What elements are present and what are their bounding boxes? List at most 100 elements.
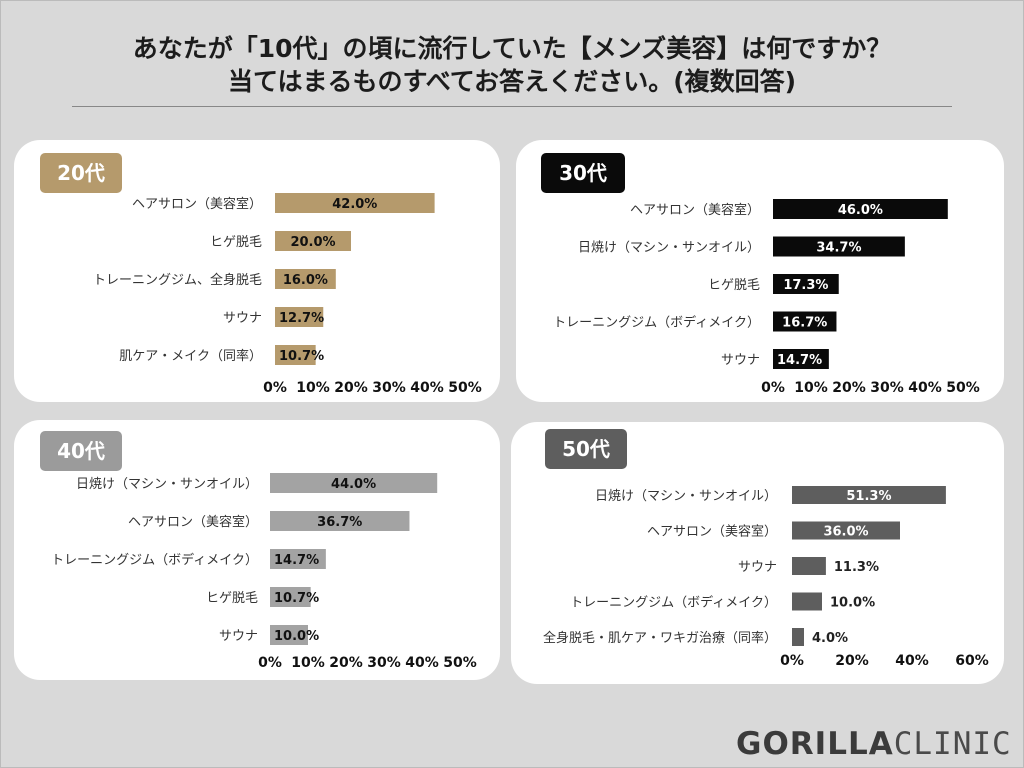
bar-40s bbox=[270, 511, 410, 531]
x-tick-label: 10% bbox=[296, 380, 330, 396]
bar-20s bbox=[275, 269, 336, 289]
category-label: トレーニングジム（ボディメイク） bbox=[570, 595, 777, 611]
bar-30s bbox=[773, 199, 948, 219]
bar-30s bbox=[773, 274, 839, 294]
bar-30s bbox=[773, 311, 837, 332]
bar-40s bbox=[270, 473, 438, 493]
x-tick-label: 40% bbox=[908, 380, 942, 396]
bar-20s bbox=[275, 307, 324, 327]
bar-chart-20s: ヘアサロン（美容室） 42.0% ヒゲ脱毛 20.0% トレーニングジム、全身脱毛 16.… bbox=[93, 193, 482, 396]
category-label: 日焼け（マシン・サンオイル） bbox=[76, 477, 258, 492]
value-label: 14.7% bbox=[777, 353, 822, 368]
x-tick-label: 30% bbox=[870, 380, 904, 396]
x-tick-label: 0% bbox=[780, 653, 804, 669]
chart-badge-30s: 30代 bbox=[541, 153, 625, 193]
x-tick-label: 0% bbox=[263, 380, 287, 396]
bar-chart-50s: 日焼け（マシン・サンオイル） 51.3% ヘアサロン（美容室） 36.0% サウナ 11.… bbox=[543, 486, 989, 669]
survey-title-line1: あなたが「10代」の頃に流行していた【メンズ美容】は何ですか？ bbox=[132, 34, 892, 63]
value-label: 10.0% bbox=[830, 596, 875, 611]
category-label: ヒゲ脱毛 bbox=[206, 591, 258, 606]
chart-badge-40s: 40代 bbox=[40, 431, 122, 471]
category-label: サウナ bbox=[219, 629, 258, 644]
gorilla-clinic-logo: GORILLACLINIC bbox=[736, 726, 1012, 762]
survey-title: あなたが「10代」の頃に流行していた【メンズ美容】は何ですか？ 当てはまるものす… bbox=[0, 32, 1024, 98]
x-tick-label: 10% bbox=[291, 655, 325, 671]
bar-20s bbox=[275, 231, 351, 251]
x-tick-label: 0% bbox=[258, 655, 282, 671]
category-label: サウナ bbox=[223, 311, 262, 326]
category-label: サウナ bbox=[721, 353, 760, 368]
value-label: 16.7% bbox=[782, 316, 827, 331]
bar-50s bbox=[792, 557, 826, 575]
value-label: 42.0% bbox=[332, 197, 377, 212]
bar-40s bbox=[270, 625, 308, 645]
bar-chart-30s: ヘアサロン（美容室） 46.0% 日焼け（マシン・サンオイル） 34.7% ヒゲ脱毛 17… bbox=[553, 199, 980, 396]
value-label: 20.0% bbox=[290, 235, 335, 250]
value-label: 36.7% bbox=[317, 515, 362, 530]
x-tick-label: 30% bbox=[367, 655, 401, 671]
chart-card-30s: 30代 ヘアサロン（美容室） 46.0% 日焼け（マシン・サンオイル） 34.7% ヒゲ… bbox=[516, 140, 1004, 402]
x-tick-label: 40% bbox=[410, 380, 444, 396]
category-label: ヘアサロン（美容室） bbox=[128, 514, 258, 530]
value-label: 17.3% bbox=[783, 278, 828, 293]
category-label: 日焼け（マシン・サンオイル） bbox=[595, 489, 777, 504]
value-label: 34.7% bbox=[816, 241, 861, 256]
logo-text-bold: GORILLA bbox=[736, 726, 894, 762]
category-label: ヘアサロン（美容室） bbox=[132, 196, 262, 212]
value-label: 14.7% bbox=[274, 553, 319, 568]
chart-badge-20s: 20代 bbox=[40, 153, 122, 193]
bar-40s bbox=[270, 587, 311, 607]
category-label: ヘアサロン（美容室） bbox=[630, 202, 760, 218]
title-divider bbox=[72, 106, 952, 107]
value-label: 10.7% bbox=[279, 349, 324, 364]
bar-20s bbox=[275, 193, 435, 213]
x-tick-label: 0% bbox=[761, 380, 785, 396]
category-label: トレーニングジム、全身脱毛 bbox=[93, 272, 262, 288]
value-label: 12.7% bbox=[279, 311, 324, 326]
category-label: 日焼け（マシン・サンオイル） bbox=[578, 241, 760, 256]
logo-text-light: CLINIC bbox=[893, 726, 1012, 762]
bar-40s bbox=[270, 549, 326, 569]
value-label: 51.3% bbox=[846, 489, 891, 504]
category-label: 全身脱毛・肌ケア・ワキガ治療（同率） bbox=[543, 630, 777, 646]
x-tick-label: 50% bbox=[946, 380, 980, 396]
bar-50s bbox=[792, 521, 900, 540]
category-label: 肌ケア・メイク（同率） bbox=[119, 348, 262, 364]
x-tick-label: 10% bbox=[794, 380, 828, 396]
x-tick-label: 20% bbox=[329, 655, 363, 671]
chart-card-40s: 40代 日焼け（マシン・サンオイル） 44.0% ヘアサロン（美容室） 36.7% トレ… bbox=[14, 420, 500, 680]
value-label: 16.0% bbox=[283, 273, 328, 288]
category-label: トレーニングジム（ボディメイク） bbox=[553, 315, 760, 331]
survey-title-line2: 当てはまるものすべてお答えください。(複数回答) bbox=[227, 67, 797, 96]
x-tick-label: 30% bbox=[372, 380, 406, 396]
chart-card-20s: 20代 ヘアサロン（美容室） 42.0% ヒゲ脱毛 20.0% トレーニングジム、全身脱… bbox=[14, 140, 500, 402]
x-tick-label: 20% bbox=[334, 380, 368, 396]
x-tick-label: 50% bbox=[443, 655, 477, 671]
bar-50s bbox=[792, 592, 822, 611]
x-tick-label: 40% bbox=[405, 655, 439, 671]
x-tick-label: 20% bbox=[832, 380, 866, 396]
value-label: 10.0% bbox=[274, 629, 319, 644]
value-label: 36.0% bbox=[823, 525, 868, 540]
bar-30s bbox=[773, 349, 829, 369]
value-label: 11.3% bbox=[834, 560, 879, 575]
x-tick-label: 40% bbox=[895, 653, 929, 669]
chart-badge-50s: 50代 bbox=[545, 429, 627, 469]
bar-50s bbox=[792, 628, 804, 646]
value-label: 46.0% bbox=[838, 203, 883, 218]
category-label: トレーニングジム（ボディメイク） bbox=[51, 552, 258, 568]
bar-20s bbox=[275, 345, 316, 365]
value-label: 4.0% bbox=[812, 631, 848, 646]
x-tick-label: 50% bbox=[448, 380, 482, 396]
value-label: 44.0% bbox=[331, 477, 376, 492]
category-label: ヘアサロン（美容室） bbox=[647, 524, 777, 540]
x-tick-label: 60% bbox=[955, 653, 989, 669]
bar-30s bbox=[773, 236, 905, 257]
bar-50s bbox=[792, 486, 946, 504]
category-label: ヒゲ脱毛 bbox=[210, 235, 262, 250]
category-label: ヒゲ脱毛 bbox=[708, 278, 760, 293]
category-label: サウナ bbox=[738, 560, 777, 575]
chart-card-50s: 50代 日焼け（マシン・サンオイル） 51.3% ヘアサロン（美容室） 36.0% サウ… bbox=[511, 422, 1004, 684]
bar-chart-40s: 日焼け（マシン・サンオイル） 44.0% ヘアサロン（美容室） 36.7% トレーニング… bbox=[51, 473, 477, 671]
x-tick-label: 20% bbox=[835, 653, 869, 669]
